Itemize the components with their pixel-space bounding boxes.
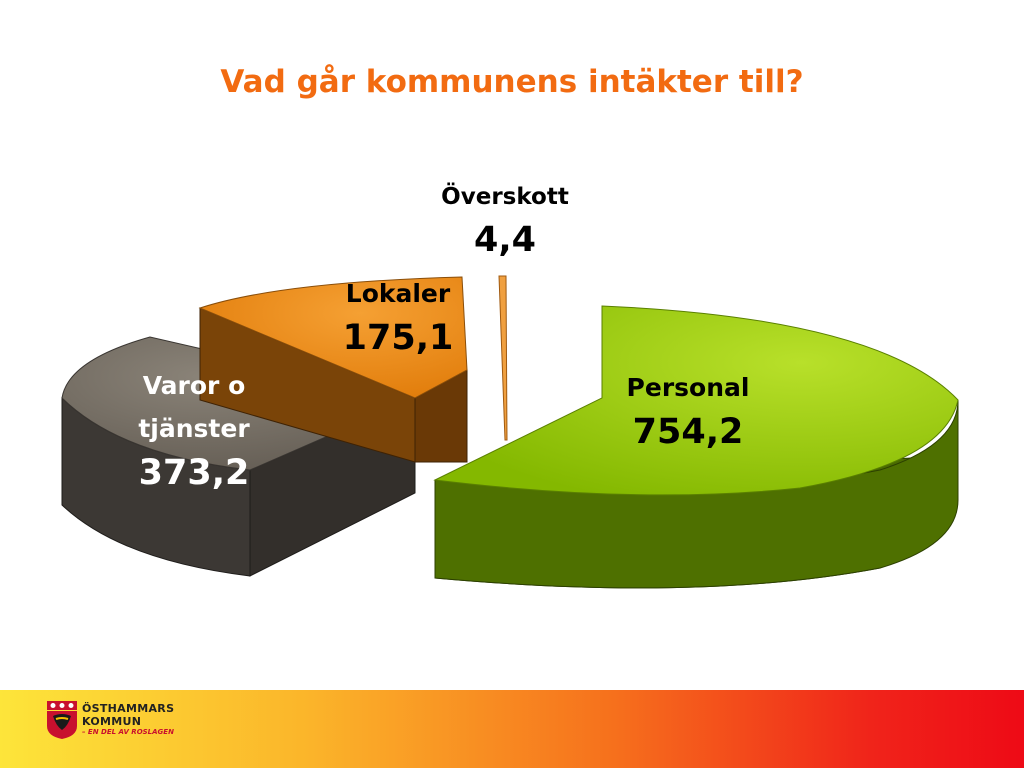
coat-of-arms-icon: [47, 701, 77, 739]
osthammar-logo: ÖSTHAMMARS KOMMUN – EN DEL AV ROSLAGEN: [46, 700, 186, 746]
pie-chart: Överskott 4,4 Lokaler 175,1 Varor o tjän…: [61, 182, 959, 589]
slice-lokaler: [198, 276, 468, 463]
label-varor-name-line2: tjänster: [138, 414, 250, 443]
label-personal-value: 754,2: [633, 412, 744, 452]
slice-personal: [433, 305, 959, 589]
logo-text-line3: – EN DEL AV ROSLAGEN: [82, 728, 174, 736]
footer-gradient-bar: [0, 690, 1024, 768]
label-varor-name-line1: Varor o: [143, 371, 246, 400]
slice-lokaler-top: [198, 276, 468, 399]
slide-title: Vad går kommunens intäkter till?: [220, 64, 804, 100]
slice-overskott-top: [498, 275, 508, 441]
label-lokaler-value: 175,1: [343, 318, 454, 358]
label-overskott-value: 4,4: [474, 220, 536, 260]
logo-text-line2: KOMMUN: [82, 715, 142, 728]
slice-overskott: [498, 275, 508, 441]
slice-personal-top: [433, 305, 959, 496]
label-varor-value: 373,2: [139, 453, 250, 493]
label-personal-name: Personal: [627, 373, 750, 402]
logo-text-line1: ÖSTHAMMARS: [82, 702, 175, 715]
label-lokaler-name: Lokaler: [346, 279, 451, 308]
label-overskott-name: Överskott: [441, 182, 569, 210]
